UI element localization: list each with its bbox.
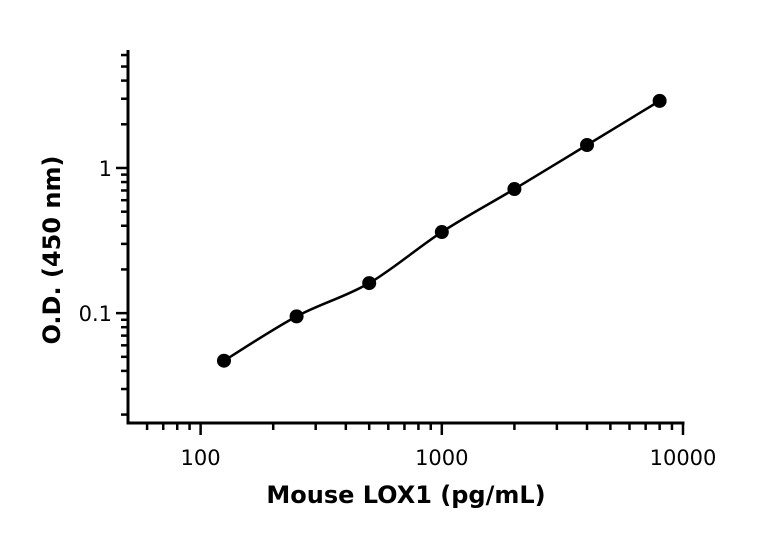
x-tick-label-100: 100: [181, 446, 221, 470]
data-marks: [216, 93, 667, 368]
y-tick-label-0.1: 0.1: [79, 302, 112, 326]
x-axis-title: Mouse LOX1 (pg/mL): [266, 481, 545, 509]
ticks: [116, 53, 685, 435]
axes: [126, 50, 685, 425]
tick-labels: 100 1000 10000 0.1 1: [79, 157, 717, 470]
x-tick-label-1000: 1000: [415, 446, 468, 470]
data-point: [289, 309, 304, 324]
data-point: [216, 353, 231, 368]
data-point: [507, 182, 522, 197]
x-tick-label-10000: 10000: [650, 446, 717, 470]
data-point: [362, 276, 377, 291]
y-tick-label-1: 1: [99, 157, 112, 181]
data-point: [434, 225, 449, 240]
data-point: [580, 138, 595, 153]
y-axis-title: O.D. (450 nm): [38, 156, 66, 345]
data-point: [652, 93, 667, 108]
